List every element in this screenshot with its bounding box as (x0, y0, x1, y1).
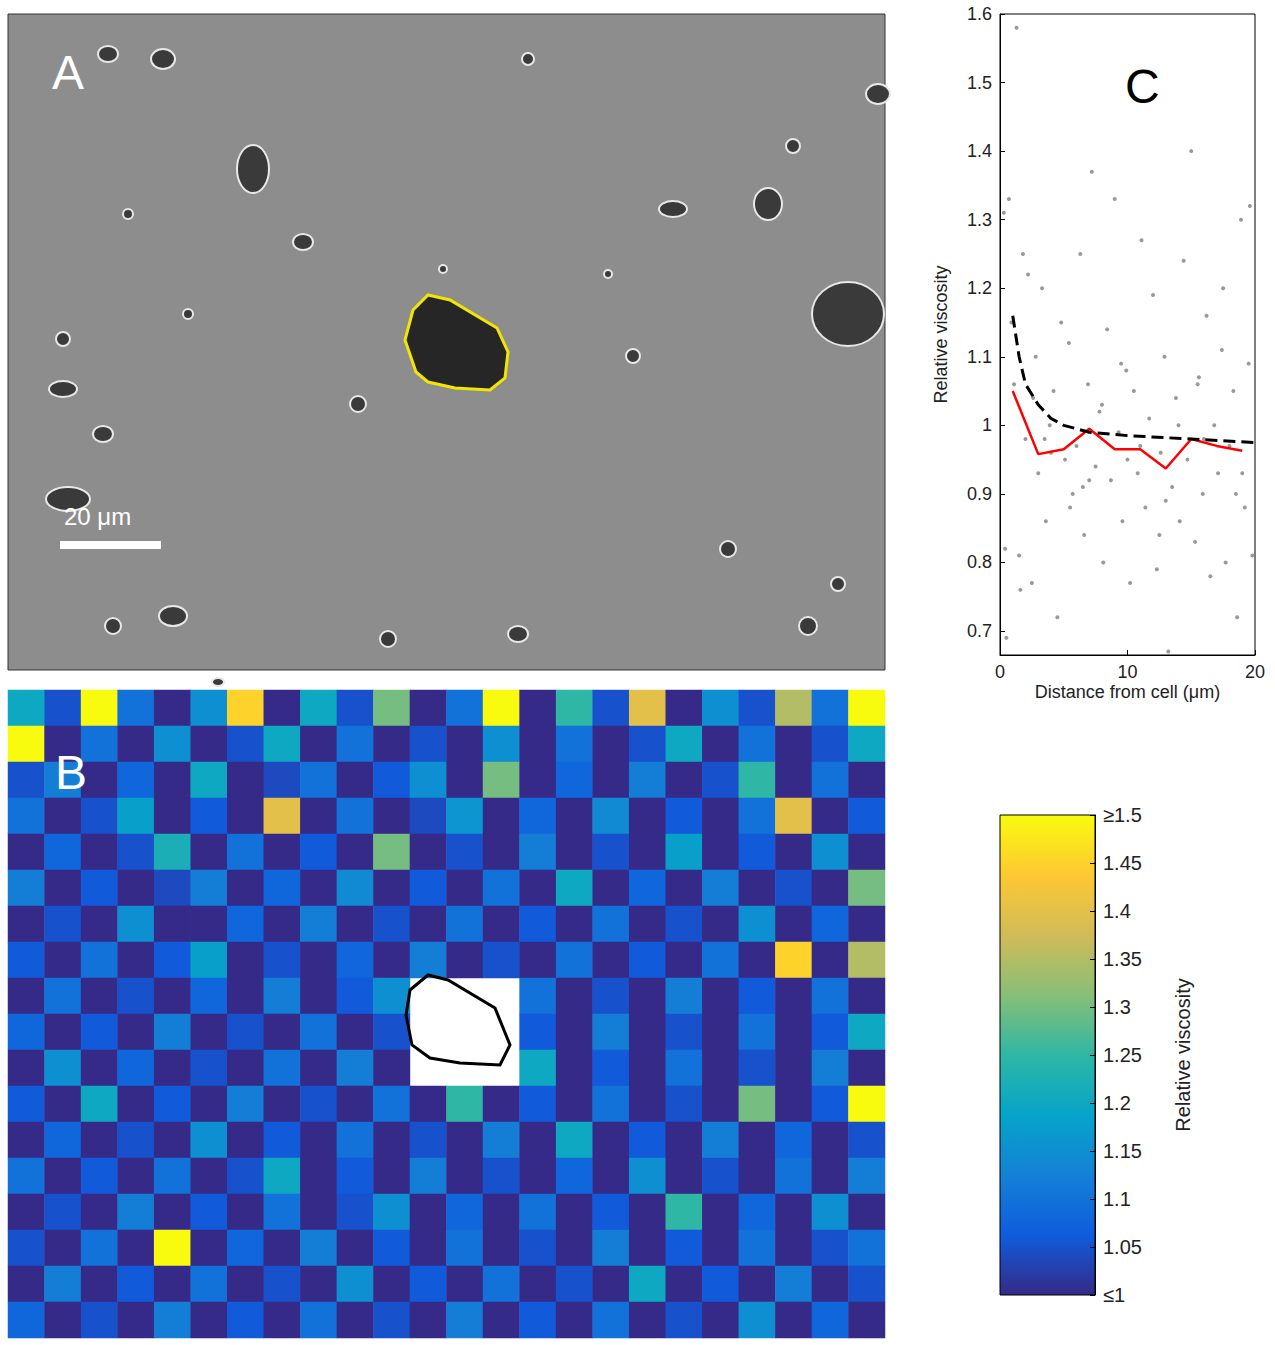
svg-text:1.4: 1.4 (967, 141, 992, 161)
svg-text:1.1: 1.1 (967, 347, 992, 367)
svg-text:≥1.5: ≥1.5 (1103, 804, 1142, 826)
svg-text:A: A (52, 46, 84, 99)
svg-text:≤1: ≤1 (1103, 1284, 1125, 1306)
svg-text:1.2: 1.2 (1103, 1092, 1131, 1114)
svg-text:1.05: 1.05 (1103, 1236, 1142, 1258)
svg-text:1.45: 1.45 (1103, 852, 1142, 874)
svg-text:1.25: 1.25 (1103, 1044, 1142, 1066)
svg-text:0.7: 0.7 (967, 621, 992, 641)
svg-text:1.1: 1.1 (1103, 1188, 1131, 1210)
svg-text:1.3: 1.3 (967, 210, 992, 230)
svg-text:Relative viscosity: Relative viscosity (931, 265, 951, 403)
svg-text:20: 20 (1245, 662, 1265, 682)
svg-text:0.8: 0.8 (967, 552, 992, 572)
svg-text:Relative viscosity: Relative viscosity (1172, 978, 1194, 1131)
svg-text:1: 1 (982, 415, 992, 435)
svg-text:B: B (55, 746, 87, 799)
svg-text:1.6: 1.6 (967, 4, 992, 24)
svg-text:Distance from cell (μm): Distance from cell (μm) (1035, 682, 1220, 702)
svg-text:1.4: 1.4 (1103, 900, 1131, 922)
svg-text:1.2: 1.2 (967, 278, 992, 298)
svg-text:0: 0 (995, 662, 1005, 682)
svg-text:1.5: 1.5 (967, 73, 992, 93)
svg-text:20 μm: 20 μm (64, 503, 131, 530)
svg-text:0.9: 0.9 (967, 484, 992, 504)
svg-text:C: C (1125, 60, 1160, 113)
svg-text:10: 10 (1117, 662, 1137, 682)
svg-text:1.35: 1.35 (1103, 948, 1142, 970)
svg-text:1.15: 1.15 (1103, 1140, 1142, 1162)
svg-text:1.3: 1.3 (1103, 996, 1131, 1018)
